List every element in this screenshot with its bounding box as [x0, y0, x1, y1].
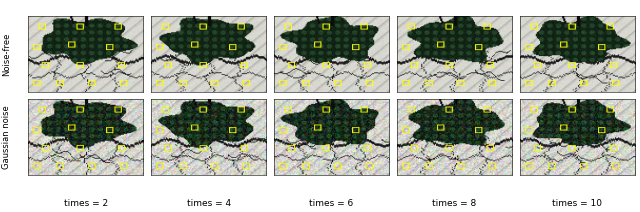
Text: times = 8: times = 8: [432, 199, 477, 208]
Text: times = 10: times = 10: [552, 199, 602, 208]
Text: Noise-free: Noise-free: [2, 32, 11, 76]
Text: times = 4: times = 4: [187, 199, 230, 208]
Text: Gaussian noise: Gaussian noise: [2, 105, 11, 169]
Text: times = 2: times = 2: [64, 199, 108, 208]
Text: times = 6: times = 6: [309, 199, 354, 208]
